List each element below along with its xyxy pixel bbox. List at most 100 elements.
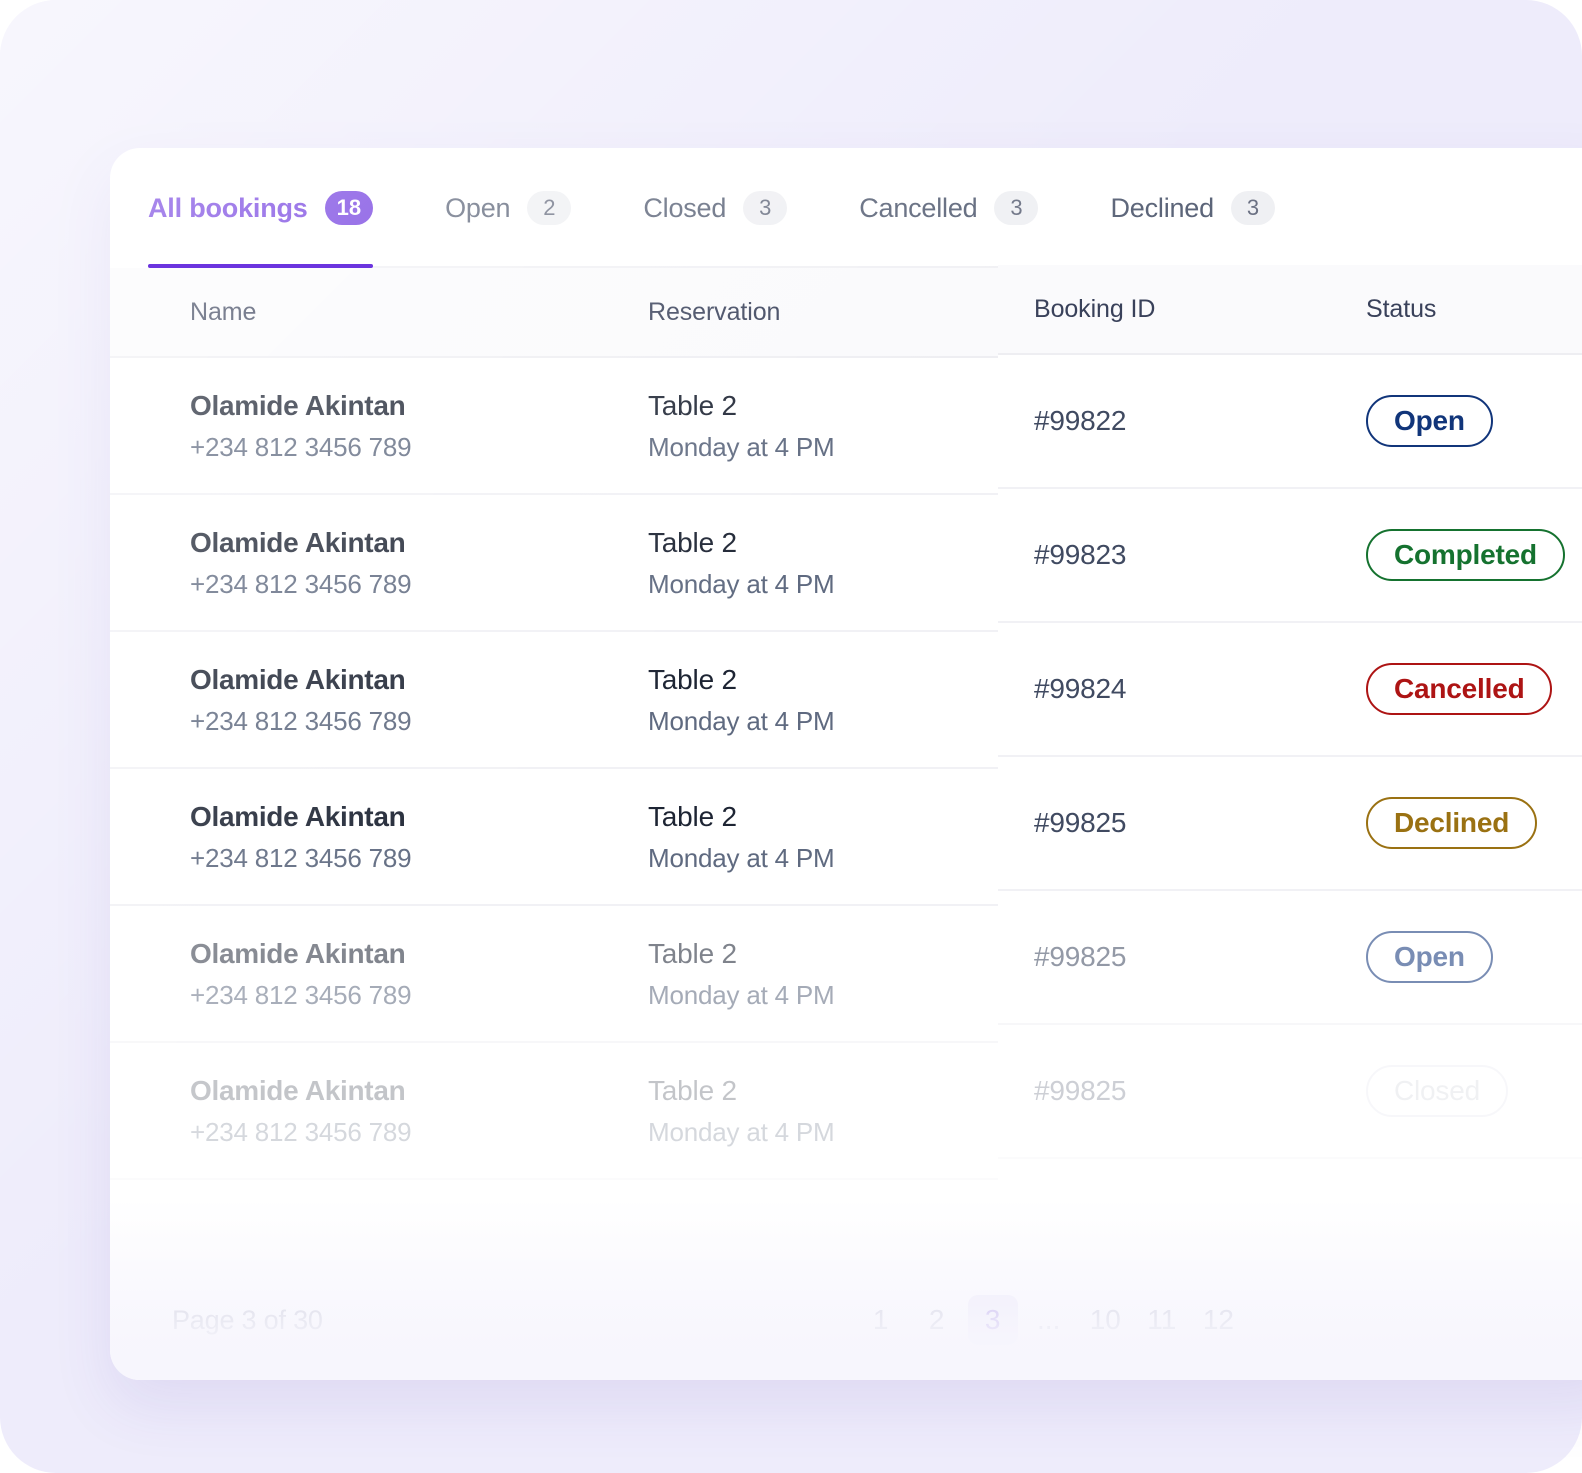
tab-label: Open (445, 192, 511, 223)
table-right-panel: Booking ID Status #99822 Open #99823 (998, 265, 1582, 1380)
table-footer: Page 3 of 30 1 2 3 ... 10 11 12 (110, 1260, 1582, 1380)
reservation-time: Monday at 4 PM (648, 705, 835, 736)
tab-declined[interactable]: Declined 3 (1110, 148, 1275, 268)
tab-count-badge: 3 (743, 191, 788, 225)
cell-booking-id: #99825 (1034, 1075, 1366, 1107)
guest-phone: +234 812 3456 789 (190, 431, 412, 462)
status-badge: Open (1366, 931, 1493, 983)
status-badge: Open (1366, 395, 1493, 447)
bookings-tabbar: All bookings 18 Open 2 Closed 3 Cancelle… (110, 148, 1582, 268)
guest-phone: +234 812 3456 789 (190, 842, 412, 873)
reservation-table: Table 2 (648, 526, 737, 558)
cell-reservation: Table 2 Monday at 4 PM (648, 665, 988, 736)
pagination-ellipsis: ... (1037, 1304, 1061, 1335)
cell-reservation: Table 2 Monday at 4 PM (648, 526, 988, 599)
table-row[interactable]: #99825 Closed (998, 1025, 1582, 1159)
pagination-page-12[interactable]: 12 (1202, 1304, 1234, 1335)
guest-name: Olamide Akintan (190, 526, 406, 558)
table-row[interactable]: #99823 Completed (998, 489, 1582, 623)
tab-cancelled[interactable]: Cancelled 3 (859, 148, 1039, 268)
tab-count-badge: 2 (527, 191, 572, 225)
guest-name: Olamide Akintan (190, 1074, 406, 1106)
table-row[interactable]: Olamide Akintan +234 812 3456 789 Table … (110, 1043, 998, 1180)
table-row[interactable]: Olamide Akintan +234 812 3456 789 Table … (110, 632, 998, 769)
guest-phone: +234 812 3456 789 (190, 568, 412, 599)
tabbar-divider (148, 266, 1582, 268)
reservation-time: Monday at 4 PM (648, 1116, 835, 1147)
cell-reservation: Table 2 Monday at 4 PM (648, 1074, 988, 1147)
cell-name: Olamide Akintan +234 812 3456 789 (190, 800, 648, 873)
column-header-reservation: Reservation (648, 297, 781, 326)
page-status-label: Page 3 of 30 (172, 1304, 323, 1335)
cell-status: Declined (1366, 797, 1582, 849)
reservation-table: Table 2 (648, 389, 737, 421)
bookings-card: All bookings 18 Open 2 Closed 3 Cancelle… (110, 148, 1582, 1380)
guest-name: Olamide Akintan (190, 663, 406, 695)
pagination-page-11[interactable]: 11 (1147, 1304, 1177, 1335)
reservation-table: Table 2 (648, 937, 737, 969)
cell-reservation: Table 2 Monday at 4 PM (648, 389, 988, 462)
table-header-row: Name Reservation (110, 268, 998, 358)
cell-booking-id: #99825 (1034, 807, 1366, 839)
column-header-booking-id: Booking ID (1034, 294, 1156, 323)
status-badge: Completed (1366, 529, 1565, 581)
reservation-time: Monday at 4 PM (648, 568, 835, 599)
table-left-panel: Name Reservation Olamide Akintan +234 81… (110, 268, 998, 1380)
table-row[interactable]: Olamide Akintan +234 812 3456 789 Table … (110, 358, 998, 495)
guest-phone: +234 812 3456 789 (190, 705, 412, 736)
pagination-page-1[interactable]: 1 (872, 1304, 889, 1335)
cell-booking-id: #99825 (1034, 941, 1366, 973)
pagination-page-10[interactable]: 10 (1089, 1304, 1121, 1335)
table-row[interactable]: #99825 Declined (998, 757, 1582, 891)
tab-label: Cancelled (859, 192, 978, 223)
bookings-table: Name Reservation Olamide Akintan +234 81… (110, 265, 1582, 1380)
guest-name: Olamide Akintan (190, 389, 406, 421)
tab-count-badge: 3 (1230, 191, 1275, 225)
tab-closed[interactable]: Closed 3 (643, 148, 788, 268)
cell-name: Olamide Akintan +234 812 3456 789 (190, 1074, 648, 1147)
tab-count-badge: 18 (324, 191, 374, 225)
cell-name: Olamide Akintan +234 812 3456 789 (190, 526, 648, 599)
table-row[interactable]: #99824 Cancelled (998, 623, 1582, 757)
column-header-status: Status (1366, 294, 1437, 323)
tab-open[interactable]: Open 2 (445, 148, 572, 268)
booking-id: #99825 (1034, 941, 1127, 972)
tab-count-badge: 3 (994, 191, 1039, 225)
cell-status: Open (1366, 931, 1582, 983)
status-badge: Cancelled (1366, 663, 1553, 715)
cell-name: Olamide Akintan +234 812 3456 789 (190, 389, 648, 462)
reservation-time: Monday at 4 PM (648, 431, 835, 462)
table-row[interactable]: #99822 Open (998, 355, 1582, 489)
pagination-page-3[interactable]: 3 (967, 1295, 1018, 1345)
guest-phone: +234 812 3456 789 (190, 979, 412, 1010)
cell-reservation: Table 2 Monday at 4 PM (648, 937, 988, 1008)
table-row[interactable]: Olamide Akintan +234 812 3456 789 Table … (110, 769, 998, 906)
table-row[interactable]: Olamide Akintan +234 812 3456 789 Table … (110, 906, 998, 1043)
cell-booking-id: #99824 (1034, 673, 1366, 705)
booking-id: #99823 (1034, 539, 1127, 570)
cell-name: Olamide Akintan +234 812 3456 789 (190, 939, 648, 1010)
cell-status: Completed (1366, 529, 1582, 581)
tab-label: Closed (643, 192, 727, 223)
reservation-table: Table 2 (648, 1074, 737, 1106)
booking-id: #99825 (1034, 1075, 1127, 1106)
pagination: 1 2 3 ... 10 11 12 (856, 1295, 1244, 1345)
pagination-page-2[interactable]: 2 (928, 1304, 945, 1335)
tab-label: Declined (1110, 192, 1214, 223)
cell-status: Cancelled (1366, 663, 1582, 715)
guest-name: Olamide Akintan (190, 800, 406, 832)
cell-reservation: Table 2 Monday at 4 PM (648, 800, 988, 871)
guest-phone: +234 812 3456 789 (190, 1116, 412, 1147)
reservation-table: Table 2 (648, 800, 737, 832)
booking-id: #99822 (1034, 405, 1127, 436)
tab-all-bookings[interactable]: All bookings 18 (148, 148, 374, 268)
table-row[interactable]: #99825 Open (998, 891, 1582, 1025)
tab-label: All bookings (148, 192, 308, 223)
cell-booking-id: #99823 (1034, 539, 1366, 571)
cell-booking-id: #99822 (1034, 405, 1366, 437)
table-header-row: Booking ID Status (998, 265, 1582, 355)
table-row[interactable]: Olamide Akintan +234 812 3456 789 Table … (110, 495, 998, 632)
booking-id: #99824 (1034, 673, 1127, 704)
cell-status: Open (1366, 395, 1582, 447)
